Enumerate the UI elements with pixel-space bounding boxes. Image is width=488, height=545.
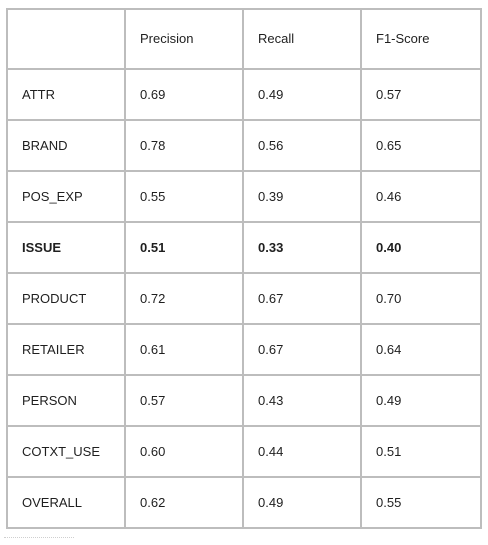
recall-cell: 0.67 xyxy=(242,323,362,376)
footer-dotted-mark xyxy=(4,537,74,541)
f1-score-cell: 0.55 xyxy=(360,476,482,529)
table-row: COTXT_USE 0.60 0.44 0.51 xyxy=(6,425,482,478)
row-label-cell: BRAND xyxy=(6,119,126,172)
header-cell-empty xyxy=(6,8,126,70)
row-label-cell: ISSUE xyxy=(6,221,126,274)
row-label-cell: PERSON xyxy=(6,374,126,427)
row-label-cell: POS_EXP xyxy=(6,170,126,223)
precision-cell: 0.51 xyxy=(124,221,244,274)
recall-cell: 0.39 xyxy=(242,170,362,223)
recall-cell: 0.44 xyxy=(242,425,362,478)
row-label-cell: PRODUCT xyxy=(6,272,126,325)
table-row: ATTR 0.69 0.49 0.57 xyxy=(6,68,482,121)
precision-cell: 0.57 xyxy=(124,374,244,427)
table-row: POS_EXP 0.55 0.39 0.46 xyxy=(6,170,482,223)
header-cell-f1-score: F1-Score xyxy=(360,8,482,70)
f1-score-cell: 0.49 xyxy=(360,374,482,427)
recall-cell: 0.33 xyxy=(242,221,362,274)
f1-score-cell: 0.40 xyxy=(360,221,482,274)
f1-score-cell: 0.46 xyxy=(360,170,482,223)
metrics-table-body: Precision Recall F1-Score ATTR 0.69 0.49 0.… xyxy=(6,8,482,529)
f1-score-cell: 0.51 xyxy=(360,425,482,478)
precision-cell: 0.60 xyxy=(124,425,244,478)
table-row: PRODUCT 0.72 0.67 0.70 xyxy=(6,272,482,325)
precision-cell: 0.62 xyxy=(124,476,244,529)
precision-cell: 0.69 xyxy=(124,68,244,121)
table-row: PERSON 0.57 0.43 0.49 xyxy=(6,374,482,427)
row-label-cell: RETAILER xyxy=(6,323,126,376)
f1-score-cell: 0.65 xyxy=(360,119,482,172)
recall-cell: 0.67 xyxy=(242,272,362,325)
table-row: RETAILER 0.61 0.67 0.64 xyxy=(6,323,482,376)
header-cell-precision: Precision xyxy=(124,8,244,70)
f1-score-cell: 0.57 xyxy=(360,68,482,121)
row-label-cell: OVERALL xyxy=(6,476,126,529)
f1-score-cell: 0.64 xyxy=(360,323,482,376)
recall-cell: 0.56 xyxy=(242,119,362,172)
precision-cell: 0.78 xyxy=(124,119,244,172)
header-cell-recall: Recall xyxy=(242,8,362,70)
table-row: ISSUE 0.51 0.33 0.40 xyxy=(6,221,482,274)
metrics-table: Precision Recall F1-Score ATTR 0.69 0.49 0.… xyxy=(6,8,482,529)
table-row: OVERALL 0.62 0.49 0.55 xyxy=(6,476,482,529)
row-label-cell: ATTR xyxy=(6,68,126,121)
recall-cell: 0.49 xyxy=(242,68,362,121)
precision-cell: 0.61 xyxy=(124,323,244,376)
table-row: BRAND 0.78 0.56 0.65 xyxy=(6,119,482,172)
precision-cell: 0.55 xyxy=(124,170,244,223)
recall-cell: 0.49 xyxy=(242,476,362,529)
header-row: Precision Recall F1-Score xyxy=(6,8,482,70)
f1-score-cell: 0.70 xyxy=(360,272,482,325)
precision-cell: 0.72 xyxy=(124,272,244,325)
row-label-cell: COTXT_USE xyxy=(6,425,126,478)
recall-cell: 0.43 xyxy=(242,374,362,427)
